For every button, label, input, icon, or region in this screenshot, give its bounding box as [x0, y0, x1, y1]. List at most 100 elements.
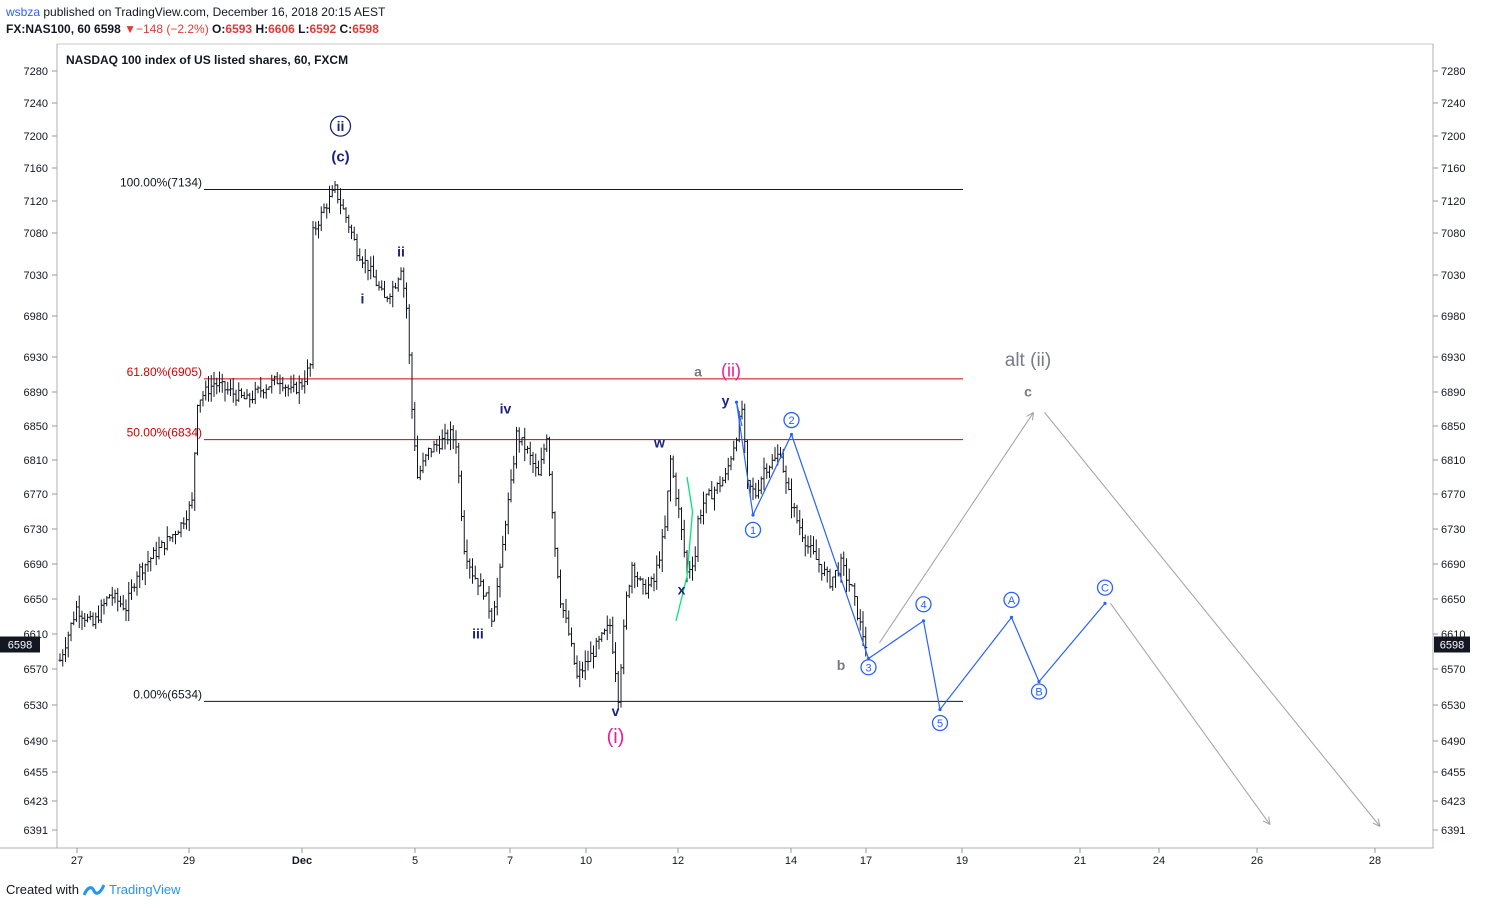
wave-label: iii — [472, 625, 484, 641]
wave-label: (c) — [331, 149, 349, 166]
x-tick-label: 24 — [1153, 855, 1165, 867]
wave-circle-marker — [931, 714, 949, 732]
y-tick-label-right: 6980 — [1441, 311, 1465, 323]
x-tick-label: 19 — [956, 855, 968, 867]
alt-projection-arrow — [879, 412, 1034, 644]
y-tick-label-right: 7200 — [1441, 131, 1465, 143]
x-tick-label: 21 — [1074, 855, 1086, 867]
y-tick-label-right: 7240 — [1441, 98, 1465, 110]
y-tick-label-right: 7160 — [1441, 163, 1465, 175]
y-tick-label-right: 6890 — [1441, 387, 1465, 399]
y-tick-label-right: 6850 — [1441, 421, 1465, 433]
y-tick-label-right: 6730 — [1441, 524, 1465, 536]
projection-node — [921, 619, 926, 623]
y-tick-label-right: 6423 — [1441, 796, 1465, 808]
wave-x-trendline — [675, 476, 694, 622]
author-link[interactable]: wsbza — [6, 5, 41, 19]
wave-label: iv — [500, 400, 512, 416]
y-tick-label-right: 6690 — [1441, 559, 1465, 571]
x-tick-label: 17 — [860, 855, 872, 867]
y-tick-label-left: 7200 — [24, 131, 48, 143]
y-tick-label-left: 6810 — [24, 455, 48, 467]
wave-circle-label: C — [1101, 583, 1109, 595]
y-tick-label-right: 7030 — [1441, 270, 1465, 282]
created-with-text: Created with — [6, 882, 79, 897]
tradingview-link[interactable]: TradingView — [108, 882, 181, 897]
wave-circle-marker — [860, 659, 877, 676]
wave-circle-label: 3 — [865, 662, 871, 674]
x-tick-label: 28 — [1369, 855, 1381, 867]
projection-node — [1009, 615, 1014, 619]
y-tick-label-left: 6930 — [24, 352, 48, 364]
y-tick-label-left: 7030 — [24, 270, 48, 282]
down-arrow-icon: ▼ — [124, 22, 136, 36]
y-tick-label-right: 6930 — [1441, 352, 1465, 364]
wave-label: b — [837, 657, 846, 673]
wave-circle-marker — [1096, 579, 1114, 596]
wave-circle-marker — [783, 411, 800, 429]
y-tick-label-right: 7080 — [1441, 228, 1465, 240]
current-price-tag-left — [0, 636, 40, 653]
y-tick-label-left: 7080 — [24, 228, 48, 240]
y-tick-label-left: 6455 — [24, 767, 48, 779]
symbol-label: FX:NAS100, 60 — [6, 22, 91, 36]
x-tick-label: 29 — [183, 855, 195, 867]
wave-circle-label: 4 — [920, 599, 926, 611]
x-tick-label: 14 — [785, 855, 797, 867]
wave-circle-label: 5 — [937, 718, 943, 730]
wave-label: y — [722, 393, 730, 409]
projection-node — [938, 707, 942, 712]
wave-circle-label: 1 — [750, 525, 756, 537]
wave-label: a — [694, 363, 702, 379]
arrow-head — [1268, 816, 1271, 825]
projection-node — [734, 400, 739, 404]
open-value: 6593 — [225, 22, 253, 36]
x-tick-label: Dec — [292, 855, 312, 867]
y-tick-label-left: 6890 — [24, 387, 48, 399]
y-tick-label-left: 7120 — [24, 196, 48, 208]
wave-circle-marker — [1003, 591, 1020, 609]
y-tick-label-left: 7280 — [24, 66, 48, 78]
y-tick-label-right: 7120 — [1441, 196, 1465, 208]
alt-projection-arrow — [1044, 412, 1381, 827]
current-price-tag-right — [1434, 636, 1470, 653]
wave-projection-path — [735, 402, 1106, 711]
fib-level-label: 100.00%(7134) — [120, 175, 202, 189]
y-tick-label-right: 6570 — [1441, 664, 1465, 676]
wave-label: (i) — [607, 726, 625, 748]
wave-projection-start — [735, 402, 743, 427]
wave-label: c — [1024, 383, 1032, 399]
close-value: 6598 — [352, 22, 379, 36]
close-label: C: — [339, 22, 353, 36]
current-price-left: 6598 — [8, 640, 32, 652]
tradingview-logo-icon — [82, 883, 105, 896]
y-tick-label-right: 6455 — [1441, 767, 1465, 779]
quote-line: FX:NAS100, 60 6598 ▼−148 (−2.2%) O:6593 … — [6, 22, 379, 36]
arrow-head — [1372, 822, 1381, 827]
arrow-head — [1026, 411, 1034, 417]
projection-node — [1037, 680, 1041, 684]
y-tick-label-left: 6980 — [24, 311, 48, 323]
wave-circle-marker — [744, 521, 762, 539]
wave-label: alt (ii) — [1005, 350, 1051, 371]
footer: Created with TradingView — [6, 882, 181, 897]
open-label: O: — [212, 22, 226, 36]
x-tick-label: 5 — [412, 855, 418, 867]
high-label: H: — [255, 22, 269, 36]
current-price-right: 6598 — [1440, 640, 1464, 652]
wave-circle-label: A — [1008, 595, 1016, 607]
y-tick-label-left: 6650 — [24, 594, 48, 606]
wave-label: i — [361, 291, 365, 307]
y-tick-label-left: 6423 — [24, 796, 48, 808]
y-tick-label-right: 6770 — [1441, 489, 1465, 501]
y-tick-label-left: 6730 — [24, 524, 48, 536]
y-tick-label-left: 6490 — [24, 736, 48, 748]
y-tick-label-left: 6850 — [24, 421, 48, 433]
y-tick-label-left: 6570 — [24, 664, 48, 676]
wave-circle-label: ii — [337, 118, 345, 134]
publish-info: wsbza published on TradingView.com, Dece… — [6, 5, 385, 19]
projection-node — [751, 513, 755, 517]
wave-circle-marker — [1030, 683, 1048, 700]
alt-projection-arrow — [1110, 603, 1271, 825]
